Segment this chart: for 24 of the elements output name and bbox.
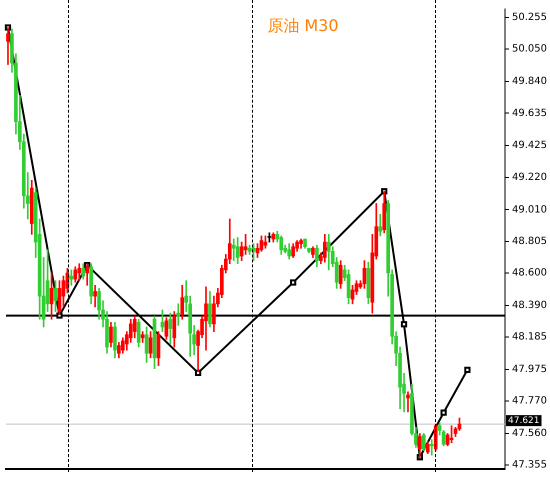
candlestick	[406, 391, 410, 412]
y-tick-label: 47.560	[512, 428, 548, 440]
y-tick-label: 48.805	[512, 236, 548, 247]
text: 原油 M30	[267, 16, 339, 36]
y-tick-label: 47.975	[512, 364, 548, 376]
y-tick-label: 49.635	[512, 108, 548, 119]
y-tick-label: 47.770	[512, 396, 548, 407]
point	[290, 279, 296, 286]
point	[400, 321, 408, 328]
y-tick-label: 48.600	[512, 268, 548, 279]
y-tick-label: 47.355	[512, 460, 548, 471]
y-tick-label: 49.220	[512, 172, 548, 183]
y-tick-label: 49.840	[512, 76, 548, 88]
y-tick-label: 49.425	[512, 140, 548, 152]
ref-line-label: 47.621	[508, 416, 540, 426]
point	[464, 366, 471, 374]
y-tick-label: 50.050	[512, 44, 548, 55]
y-tick-label: 50.255	[512, 12, 548, 24]
candlestick	[160, 310, 164, 332]
candlestick	[450, 425, 454, 444]
point	[440, 410, 447, 416]
y-tick-label: 49.010	[512, 204, 548, 216]
y-tick-label: 48.185	[512, 332, 548, 343]
y-tick-label: 48.390	[512, 300, 548, 311]
